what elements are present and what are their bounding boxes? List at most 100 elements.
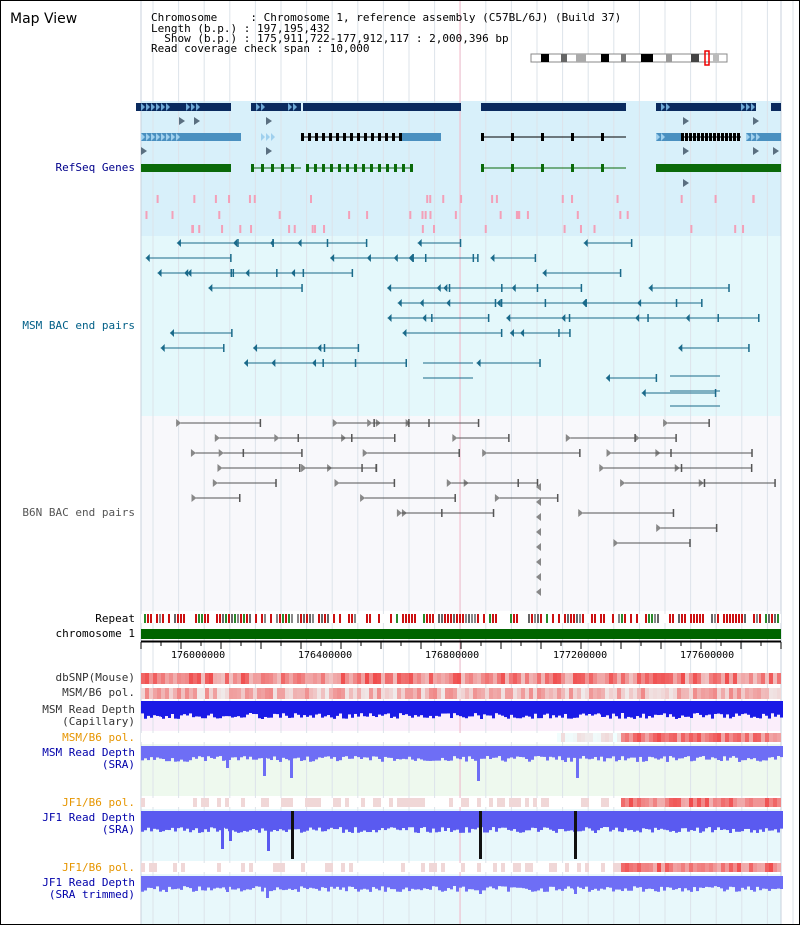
track-label-refseq[interactable]: RefSeq Genes	[55, 161, 135, 174]
track-label-msm-pol-1[interactable]: MSM/B6 pol.	[62, 686, 135, 699]
depth-bar	[399, 746, 402, 760]
track-feature	[541, 133, 544, 141]
heat-cell	[257, 673, 261, 684]
depth-bar	[780, 811, 783, 829]
depth-bar	[195, 876, 198, 891]
depth-bar	[588, 701, 591, 714]
track-label-jf1-pol-2[interactable]: JF1/B6 pol.	[62, 861, 135, 874]
depth-bar	[465, 746, 468, 762]
track-feature	[563, 225, 566, 233]
depth-bar	[444, 746, 447, 761]
depth-bar	[756, 876, 759, 887]
track-feature	[750, 464, 753, 472]
depth-bar	[561, 746, 564, 761]
heat-cell	[681, 688, 685, 699]
axis-tick-label: 176000000	[171, 650, 226, 661]
track-feature	[756, 133, 760, 141]
depth-spike	[261, 701, 264, 719]
depth-bar	[429, 811, 432, 833]
repeat-mark	[297, 614, 299, 623]
heat-cell	[169, 673, 173, 684]
depth-bar	[405, 811, 408, 831]
heat-cell	[453, 798, 457, 807]
depth-bar	[267, 746, 270, 759]
track-feature	[515, 211, 518, 219]
depth-bar	[618, 876, 621, 890]
track-label-msm-depth-sra[interactable]: MSM Read Depth	[42, 746, 135, 759]
track-feature	[288, 103, 292, 111]
heat-cell	[641, 798, 645, 807]
depth-bar	[702, 811, 705, 832]
heat-cell	[161, 673, 165, 684]
repeat-mark	[222, 614, 224, 623]
depth-bar	[288, 701, 291, 718]
heat-cell	[749, 863, 753, 872]
depth-bar	[519, 811, 522, 833]
track-feature	[714, 195, 717, 203]
heat-cell	[449, 673, 453, 684]
depth-bar	[279, 876, 282, 890]
track-feature	[441, 509, 443, 517]
heat-cell	[149, 733, 153, 742]
heat-cell	[529, 733, 533, 742]
heat-cell	[741, 673, 745, 684]
heat-cell	[177, 798, 181, 807]
heat-cell	[741, 798, 745, 807]
heat-cell	[693, 688, 697, 699]
heat-cell	[197, 733, 201, 742]
track-label-jf1-depth-sra[interactable]: JF1 Read Depth	[42, 811, 135, 824]
depth-bar	[168, 811, 171, 831]
depth-bar	[411, 746, 414, 760]
repeat-mark	[624, 614, 626, 623]
heat-cell	[609, 798, 613, 807]
depth-spike	[161, 701, 164, 717]
track-feature	[675, 434, 677, 442]
heat-cell	[193, 863, 197, 872]
depth-bar	[429, 746, 432, 761]
repeat-mark	[282, 614, 284, 623]
track-label-msm-bac[interactable]: MSM BAC end pairs	[22, 319, 135, 332]
depth-bar	[501, 876, 504, 887]
repeat-mark	[231, 614, 233, 623]
depth-bar	[507, 811, 510, 830]
heat-cell	[713, 688, 717, 699]
depth-bar	[354, 746, 357, 757]
depth-bar	[579, 701, 582, 715]
track-label-msm-depth-cap-sub: (Capillary)	[62, 715, 135, 728]
depth-bar	[774, 876, 777, 890]
heat-cell	[673, 673, 677, 684]
heat-cell	[653, 863, 657, 872]
depth-bar	[216, 701, 219, 719]
repeat-mark	[654, 614, 656, 623]
heat-cell	[553, 733, 557, 742]
heat-cell	[289, 673, 293, 684]
depth-bar	[366, 746, 369, 758]
heat-cell	[545, 733, 549, 742]
track-label-jf1-pol-1[interactable]: JF1/B6 pol.	[62, 796, 135, 809]
heat-cell	[449, 733, 453, 742]
track-feature	[580, 284, 583, 292]
depth-bar	[699, 876, 702, 888]
depth-spike	[574, 811, 577, 859]
depth-bar	[390, 701, 393, 718]
depth-bar	[597, 876, 600, 891]
heat-cell	[225, 673, 229, 684]
depth-bar	[645, 811, 648, 829]
depth-bar	[525, 876, 528, 889]
ideogram-band	[601, 54, 609, 62]
heat-cell	[549, 688, 553, 699]
depth-bar	[372, 876, 375, 888]
track-label-jf1-depth-trim[interactable]: JF1 Read Depth	[42, 876, 135, 889]
heat-cell	[637, 688, 641, 699]
track-label-msm-pol-2[interactable]: MSM/B6 pol.	[62, 731, 135, 744]
track-label-b6n-bac[interactable]: B6N BAC end pairs	[22, 506, 135, 519]
heat-cell	[493, 673, 497, 684]
track-label-msm-depth-cap[interactable]: MSM Read Depth	[42, 703, 135, 716]
depth-bar	[504, 811, 507, 828]
depth-bar	[660, 876, 663, 887]
heat-cell	[253, 688, 257, 699]
depth-bar	[549, 811, 552, 830]
depth-bar	[411, 701, 414, 718]
track-label-dbsnp[interactable]: dbSNP(Mouse)	[55, 671, 135, 684]
track-feature	[476, 359, 481, 367]
